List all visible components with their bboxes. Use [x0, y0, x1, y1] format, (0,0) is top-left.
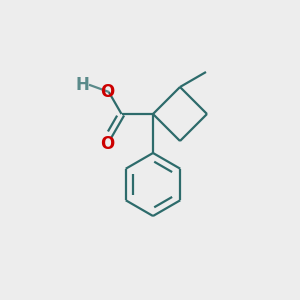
Text: O: O	[100, 83, 114, 101]
Text: O: O	[100, 136, 114, 154]
Text: H: H	[76, 76, 89, 94]
